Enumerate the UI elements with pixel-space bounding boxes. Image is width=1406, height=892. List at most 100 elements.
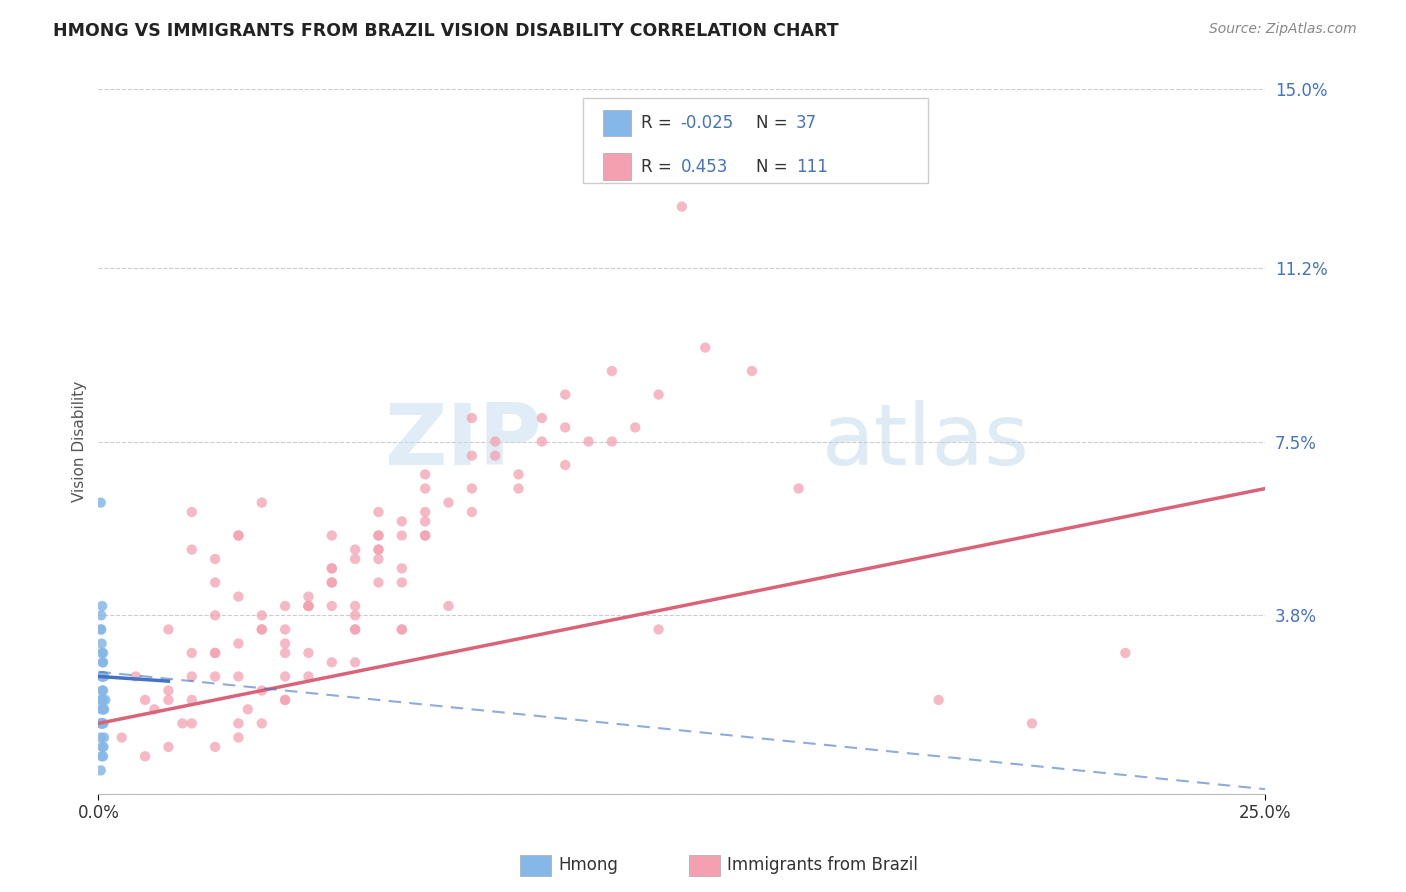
Text: N =: N = <box>756 114 793 132</box>
Point <box>554 420 576 434</box>
Point <box>134 749 156 764</box>
Point <box>90 608 112 623</box>
Text: -0.025: -0.025 <box>681 114 734 132</box>
Point <box>695 341 717 355</box>
Point <box>484 449 506 463</box>
Point <box>157 693 180 707</box>
Point <box>554 387 576 401</box>
Point <box>600 434 623 449</box>
Point <box>91 693 114 707</box>
Point <box>461 449 484 463</box>
Point <box>578 434 600 449</box>
Point <box>157 623 180 637</box>
Point <box>204 575 226 590</box>
Point <box>90 646 112 660</box>
Point <box>90 623 112 637</box>
Point <box>180 505 202 519</box>
Point <box>250 495 273 509</box>
Point <box>413 467 436 482</box>
Point <box>93 702 115 716</box>
Point <box>437 599 460 613</box>
Point <box>367 575 389 590</box>
Point <box>134 693 156 707</box>
Point <box>93 716 115 731</box>
Point <box>90 623 112 637</box>
Point <box>1114 646 1136 660</box>
Point <box>91 702 114 716</box>
Point <box>274 646 297 660</box>
Point <box>91 656 114 670</box>
Point <box>391 623 413 637</box>
Point <box>228 731 250 745</box>
Point <box>180 669 202 683</box>
Point <box>228 590 250 604</box>
Point <box>461 411 484 425</box>
Point <box>250 683 273 698</box>
Point <box>321 561 343 575</box>
Point <box>367 505 389 519</box>
Point <box>413 505 436 519</box>
Point <box>204 669 226 683</box>
Point <box>90 716 112 731</box>
Point <box>91 716 114 731</box>
Point <box>94 693 117 707</box>
Point <box>172 716 194 731</box>
Point <box>413 528 436 542</box>
Point <box>250 716 273 731</box>
Point <box>91 693 114 707</box>
Point <box>204 646 226 660</box>
Point <box>90 702 112 716</box>
Point <box>321 575 343 590</box>
Point <box>508 482 530 496</box>
Point <box>274 599 297 613</box>
Point <box>204 646 226 660</box>
Point <box>204 739 226 754</box>
Text: Immigrants from Brazil: Immigrants from Brazil <box>727 856 918 874</box>
Point <box>367 552 389 566</box>
Point <box>367 542 389 557</box>
Point <box>180 693 202 707</box>
Point <box>91 669 114 683</box>
Point <box>274 693 297 707</box>
Point <box>391 515 413 529</box>
Point <box>180 542 202 557</box>
Point <box>344 599 367 613</box>
Point <box>321 656 343 670</box>
Point <box>91 646 114 660</box>
Text: Hmong: Hmong <box>558 856 619 874</box>
Text: R =: R = <box>641 158 678 176</box>
Point <box>157 683 180 698</box>
Text: HMONG VS IMMIGRANTS FROM BRAZIL VISION DISABILITY CORRELATION CHART: HMONG VS IMMIGRANTS FROM BRAZIL VISION D… <box>53 22 839 40</box>
Point <box>93 702 115 716</box>
Point <box>274 636 297 650</box>
Text: Source: ZipAtlas.com: Source: ZipAtlas.com <box>1209 22 1357 37</box>
Text: 37: 37 <box>796 114 817 132</box>
Point <box>437 495 460 509</box>
Point <box>125 669 148 683</box>
Point <box>671 200 693 214</box>
Point <box>204 552 226 566</box>
Point <box>180 646 202 660</box>
Point <box>391 575 413 590</box>
Point <box>600 364 623 378</box>
Point <box>90 764 112 778</box>
Point <box>344 623 367 637</box>
Point <box>321 528 343 542</box>
Point <box>413 515 436 529</box>
Point <box>143 702 166 716</box>
Point <box>90 669 112 683</box>
Point <box>321 599 343 613</box>
Point <box>93 669 115 683</box>
Text: R =: R = <box>641 114 678 132</box>
Point <box>91 656 114 670</box>
Point <box>554 458 576 472</box>
Point <box>91 716 114 731</box>
Text: atlas: atlas <box>823 400 1031 483</box>
Point <box>344 656 367 670</box>
Point <box>530 411 553 425</box>
Point <box>461 482 484 496</box>
Point <box>297 669 319 683</box>
Point <box>91 669 114 683</box>
Point <box>91 683 114 698</box>
Point <box>297 646 319 660</box>
